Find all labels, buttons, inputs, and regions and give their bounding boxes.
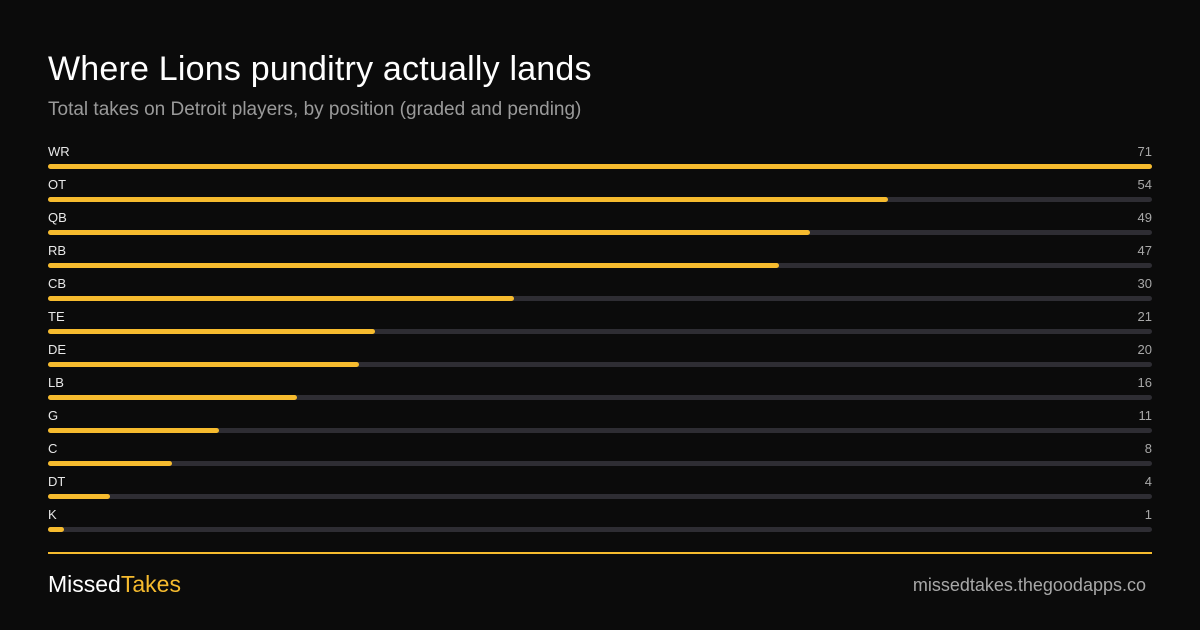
bar-label: WR: [48, 144, 70, 159]
bar-track: [48, 164, 1152, 169]
bar-value-label: 20: [1137, 342, 1152, 357]
bar-label: G: [48, 408, 59, 423]
bar-row-lb: LB 16: [48, 375, 1152, 408]
bar: [48, 395, 297, 400]
bar: [48, 428, 219, 433]
footer-divider: [48, 552, 1152, 554]
bar-value-label: 30: [1137, 276, 1152, 291]
page-title: Where Lions punditry actually lands: [48, 50, 592, 88]
bar-label: DE: [48, 342, 67, 357]
bar-label: TE: [48, 309, 65, 324]
bar-row-dt: DT 4: [48, 474, 1152, 507]
page-subtitle: Total takes on Detroit players, by posit…: [48, 99, 582, 120]
bar-chart: WR 71 OT 54 QB 49 RB 47 CB 30 TE 21 DE 20 LB 16 G 11 C 8 DT 4…: [48, 144, 1152, 540]
bar-track: [48, 527, 1152, 532]
bar-label: DT: [48, 474, 66, 489]
bar-value-label: 11: [1138, 408, 1153, 423]
bar-track: [48, 263, 1152, 268]
bar: [48, 197, 888, 202]
bar-row-ot: OT 54: [48, 177, 1152, 210]
bar-value-label: 4: [1144, 474, 1152, 489]
bar-label: OT: [48, 177, 67, 192]
bar-value-label: 49: [1137, 210, 1152, 225]
bar-value-label: 8: [1144, 441, 1152, 456]
bar: [48, 164, 1152, 169]
bar-row-te: TE 21: [48, 309, 1152, 342]
bar: [48, 494, 110, 499]
bar-label: C: [48, 441, 58, 456]
bar-row-qb: QB 49: [48, 210, 1152, 243]
bar-value-label: 1: [1144, 507, 1152, 522]
bar-track: [48, 197, 1152, 202]
bar-label: K: [48, 507, 57, 522]
bar-track: [48, 395, 1152, 400]
bar: [48, 329, 375, 334]
brand-logo-takes: Takes: [120, 571, 181, 597]
brand-logo: MissedTakes: [48, 571, 181, 598]
bar-track: [48, 428, 1152, 433]
bar-label: QB: [48, 210, 67, 225]
bar: [48, 230, 810, 235]
bar-row-cb: CB 30: [48, 276, 1152, 309]
bar-track: [48, 296, 1152, 301]
bar-track: [48, 329, 1152, 334]
brand-logo-missed: Missed: [48, 571, 121, 597]
site-url: missedtakes.thegoodapps.co: [912, 575, 1146, 595]
bar-row-de: DE 20: [48, 342, 1152, 375]
bar-value-label: 21: [1137, 309, 1152, 324]
bar: [48, 461, 172, 466]
bar: [48, 362, 359, 367]
bar: [48, 527, 64, 532]
bar-value-label: 71: [1137, 144, 1152, 159]
bar-value-label: 54: [1137, 177, 1152, 192]
bar-row-g: G 11: [48, 408, 1152, 441]
bar-track: [48, 461, 1152, 466]
bar-value-label: 47: [1137, 243, 1152, 258]
bar-label: LB: [48, 375, 64, 390]
bar: [48, 296, 514, 301]
bar-label: CB: [48, 276, 67, 291]
bar-value-label: 16: [1137, 375, 1152, 390]
bar-track: [48, 494, 1152, 499]
bar-row-rb: RB 47: [48, 243, 1152, 276]
bar-track: [48, 362, 1152, 367]
bar: [48, 263, 779, 268]
bar-row-wr: WR 71: [48, 144, 1152, 177]
bar-track: [48, 230, 1152, 235]
bar-label: RB: [48, 243, 67, 258]
